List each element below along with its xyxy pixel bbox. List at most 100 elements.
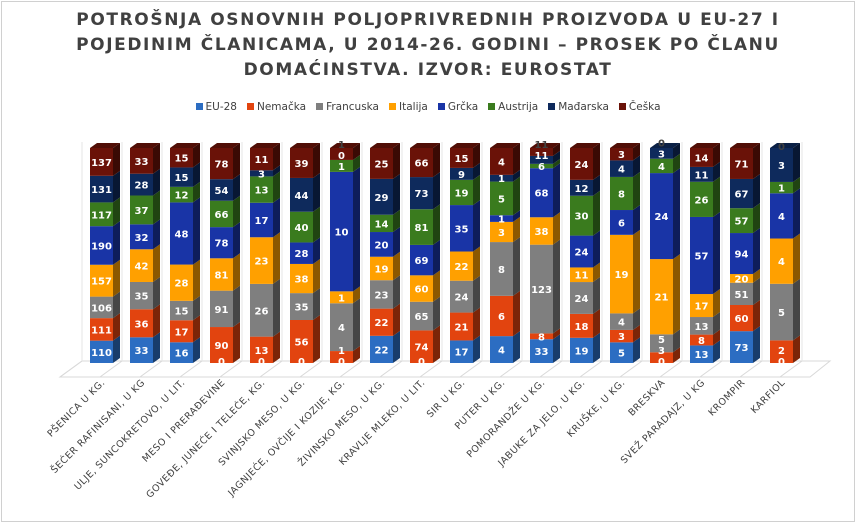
data-label: 21	[655, 293, 669, 304]
bar-segment	[570, 195, 593, 236]
bar-segment-side	[713, 340, 720, 363]
bar-segment	[570, 235, 593, 268]
data-label: 5	[618, 349, 625, 360]
bar-segment	[650, 158, 673, 174]
data-label: 22	[455, 262, 469, 273]
data-label: 6	[618, 218, 625, 229]
data-label: 18	[575, 322, 589, 333]
legend-label: Nemačka	[256, 101, 307, 113]
data-label: 10	[335, 228, 349, 239]
bar-segment	[290, 293, 313, 320]
bar-top	[530, 143, 560, 148]
data-label: 25	[375, 159, 389, 170]
bar-top	[690, 143, 720, 148]
data-label: 65	[415, 312, 429, 323]
bar-segment-side	[233, 253, 240, 291]
floor-gridline	[219, 360, 243, 378]
bar-segment-side	[513, 169, 520, 182]
bar-segment-side	[673, 329, 680, 353]
bar-segment-side	[353, 286, 360, 304]
category-label: MESO I PRERAĐEVINE	[140, 377, 227, 464]
legend-swatch	[316, 103, 324, 110]
data-label: 91	[215, 305, 229, 316]
data-label: 13	[255, 346, 269, 357]
bar-segment	[650, 334, 673, 353]
data-label: 20	[375, 240, 389, 251]
bar-segment-side	[553, 150, 560, 164]
data-label: 0	[658, 138, 665, 149]
bar-segment-side	[353, 154, 360, 172]
data-label: 17	[175, 327, 189, 338]
bar-segment-side	[793, 233, 800, 284]
bar-top	[90, 143, 120, 148]
bar-segment	[250, 283, 273, 337]
bar-segment	[370, 256, 393, 281]
bar-segment	[290, 320, 313, 363]
bar-top	[370, 143, 400, 148]
bar-segment-side	[233, 143, 240, 180]
bar-segment-side	[433, 204, 440, 245]
bar-segment-side	[473, 174, 480, 206]
bar-segment	[490, 181, 513, 216]
data-label: 0	[778, 357, 785, 368]
bar-segment	[610, 313, 633, 330]
bar-segment	[450, 179, 473, 206]
bar-segment-side	[793, 143, 800, 182]
bar-top	[730, 143, 760, 148]
data-label: 1	[498, 174, 505, 185]
bar-segment	[610, 160, 633, 177]
bar-segment	[210, 200, 233, 228]
floor-gridline	[379, 360, 403, 378]
data-label: 5	[778, 308, 785, 319]
bar-segment-side	[593, 332, 600, 363]
bar-segment-side	[273, 232, 280, 284]
bar-segment-side	[233, 174, 240, 201]
bar-segment	[650, 148, 673, 159]
data-label: 9	[458, 170, 465, 181]
bar-segment-side	[273, 331, 280, 363]
bar-segment-side	[593, 143, 600, 180]
data-label: 57	[695, 252, 709, 263]
legend-swatch	[437, 103, 445, 110]
bar-segment	[290, 242, 313, 264]
data-label: 14	[695, 153, 709, 164]
bar-segment	[210, 290, 233, 328]
bar-segment	[570, 267, 593, 283]
data-label: 4	[778, 257, 785, 268]
data-label: 35	[455, 224, 469, 235]
bar-segment	[410, 244, 433, 276]
data-label: 3	[618, 150, 625, 161]
bar-segment	[130, 195, 153, 225]
bar-segment	[730, 304, 753, 332]
bar-segment	[250, 202, 273, 238]
bar-segment-side	[753, 269, 760, 283]
bar-segment-side	[113, 221, 120, 265]
bar-segment	[90, 318, 113, 341]
floor-gridline	[259, 360, 283, 378]
bar-segment-side	[153, 143, 160, 174]
bar-segment	[330, 291, 353, 304]
bar-segment-side	[593, 308, 600, 338]
bar-segment	[770, 148, 793, 182]
bar-segment-side	[433, 296, 440, 331]
data-label: 15	[175, 173, 189, 184]
bar-segment-side	[513, 331, 520, 363]
data-label: 69	[415, 256, 429, 267]
bar-segment	[610, 148, 633, 161]
bar-segment	[570, 337, 593, 363]
bar-segment-side	[473, 200, 480, 252]
bar-segment-side	[193, 162, 200, 187]
bar-segment-side	[753, 277, 760, 305]
bar-top	[330, 143, 360, 148]
bar-segment-side	[793, 176, 800, 194]
bar-segment	[490, 221, 513, 243]
legend-swatch	[389, 103, 396, 110]
bar-segment-side	[633, 229, 640, 314]
data-label: 11	[255, 155, 269, 166]
bar-segment	[650, 173, 673, 260]
bar-segment-side	[273, 171, 280, 203]
bar-segment	[490, 295, 513, 337]
bar-segment	[690, 334, 713, 346]
data-label: 90	[215, 341, 229, 352]
